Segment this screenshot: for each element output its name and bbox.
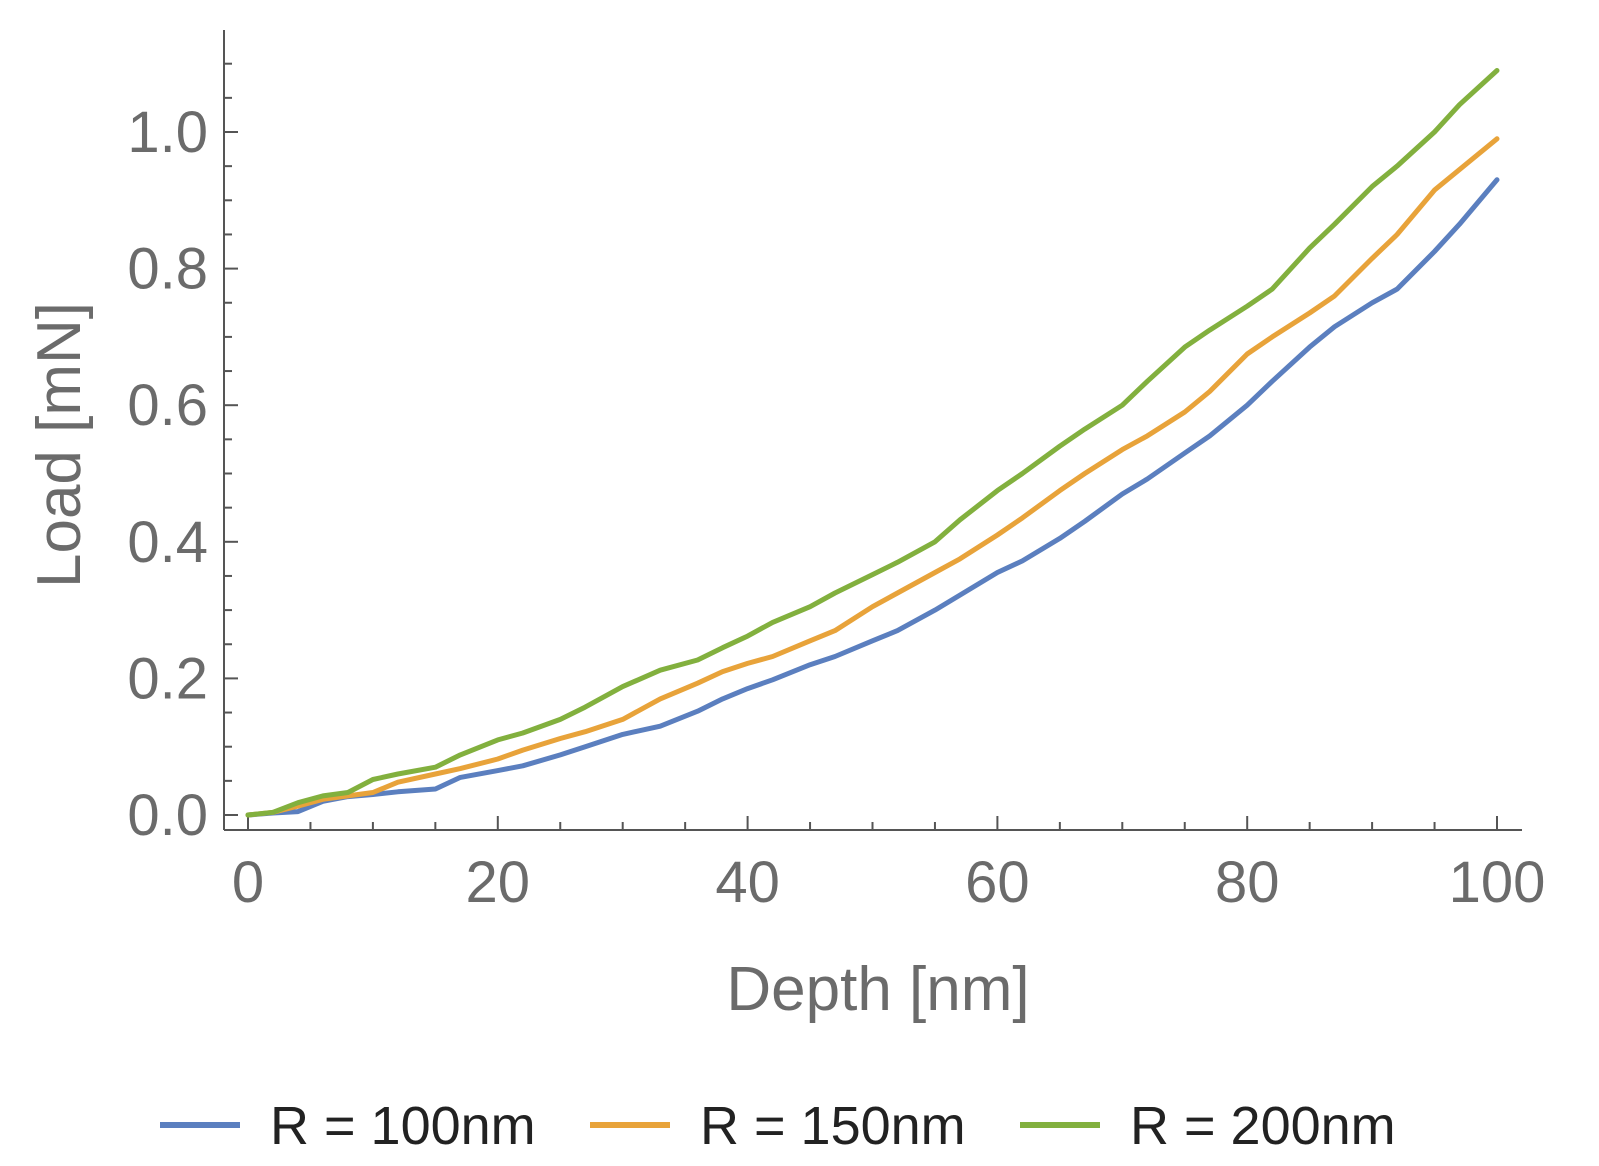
legend-label: R = 150nm [700, 1096, 966, 1156]
y-axis-title: Load [mN] [25, 302, 94, 588]
series-line-r-200nm [245, 68, 1500, 818]
y-tick-label: 0.0 [127, 783, 208, 848]
x-axis-title: Depth [nm] [726, 955, 1029, 1024]
axes [223, 30, 1522, 831]
tick-labels: 0 20 40 60 80 100 0.0 0.2 0.4 0.6 0.8 1.0 [127, 100, 1545, 915]
series-line-r-100nm [245, 177, 1500, 818]
x-tick-label: 100 [1449, 850, 1546, 915]
legend: R = 100nm R = 150nm R = 200nm [160, 1096, 1396, 1156]
y-tick-label: 0.6 [127, 373, 208, 438]
y-tick-label: 0.8 [127, 237, 208, 302]
x-tick-label: 80 [1215, 850, 1280, 915]
y-tick-label: 0.2 [127, 646, 208, 711]
x-tick-label: 60 [965, 850, 1030, 915]
x-tick-label: 0 [232, 850, 264, 915]
legend-label: R = 200nm [1130, 1096, 1396, 1156]
x-tick-label: 40 [715, 850, 780, 915]
legend-label: R = 100nm [270, 1096, 536, 1156]
y-tick-label: 0.4 [127, 510, 208, 575]
x-tick-label: 20 [466, 850, 531, 915]
series-line-r-150nm [245, 136, 1500, 818]
series-lines [245, 68, 1500, 818]
y-tick-label: 1.0 [127, 100, 208, 165]
